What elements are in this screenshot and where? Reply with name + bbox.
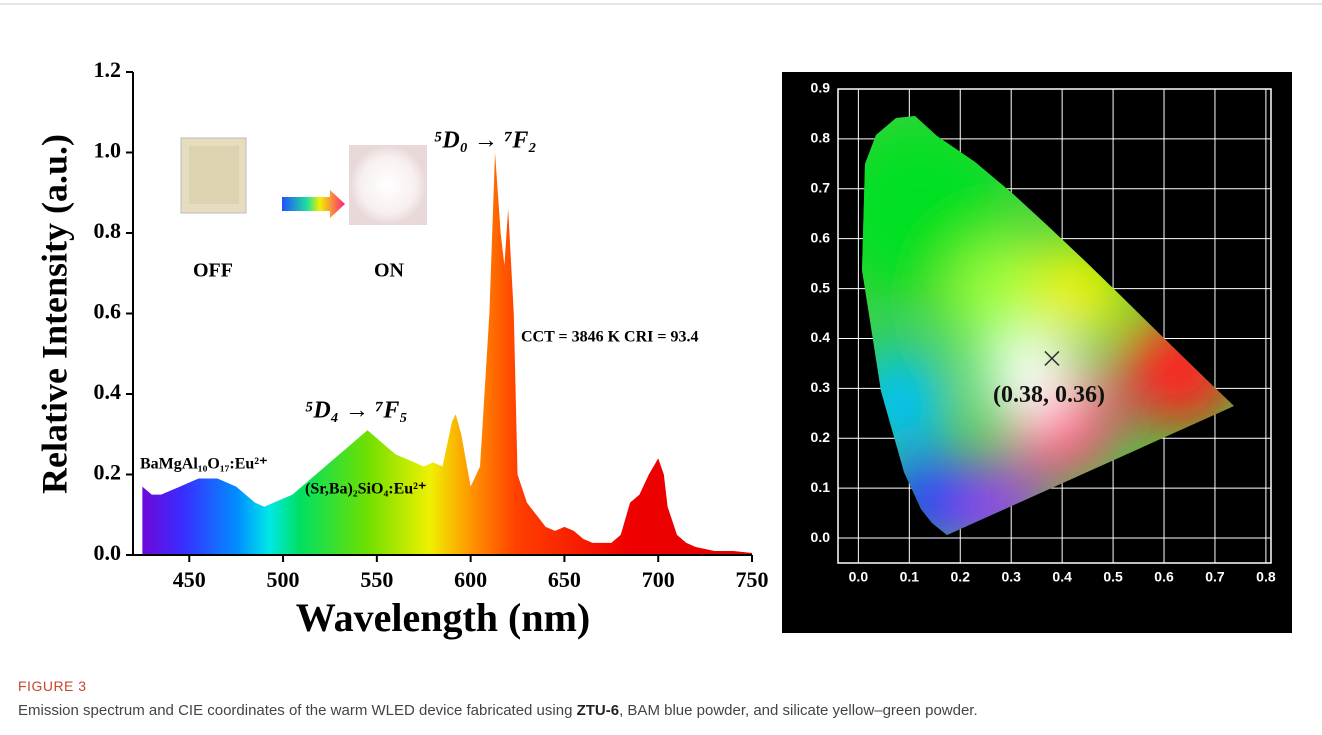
x-tick-label: 750 bbox=[736, 567, 769, 592]
y-tick-label: 0.5 bbox=[811, 279, 831, 295]
y-tick-label: 0.0 bbox=[94, 540, 122, 565]
y-tick-label: 0.6 bbox=[811, 229, 831, 245]
device-on-image bbox=[349, 145, 427, 225]
y-tick-label: 0.8 bbox=[94, 218, 122, 243]
annotation: BaMgAl₁₀O₁₇:Eu²⁺ bbox=[140, 456, 268, 473]
y-axis-label: Relative Intensity (a.u.) bbox=[34, 134, 74, 494]
y-tick-label: 0.8 bbox=[811, 130, 831, 146]
x-tick-label: 0.3 bbox=[1001, 569, 1021, 585]
point bbox=[1044, 350, 1060, 366]
annotation: (Sr,Ba)₂SiO₄:Eu²⁺ bbox=[305, 481, 426, 498]
x-tick-label: 0.0 bbox=[849, 569, 869, 585]
x-tick-label: 450 bbox=[173, 567, 206, 592]
figure: 0.0 0.2 0.4 0.6 0.8 1.0 1.2 450 500 550 600 650 700 7… bbox=[0, 3, 1322, 640]
x-tick-label: 0.7 bbox=[1205, 569, 1225, 585]
annotation: ⁵D₄ → ⁷F₅ bbox=[305, 398, 408, 424]
point-label: (0.38, 0.36) bbox=[993, 382, 1105, 408]
y-tick-label: 0.9 bbox=[811, 80, 831, 96]
caption-text: Emission spectrum and CIE coordinates of… bbox=[18, 702, 978, 719]
plot-border bbox=[837, 88, 1272, 564]
x-tick-label: 0.4 bbox=[1052, 569, 1072, 585]
annotation: OFF bbox=[193, 260, 233, 282]
x-tick-label: 0.2 bbox=[951, 569, 971, 585]
x-tick-label: 0.6 bbox=[1154, 569, 1174, 585]
annotation: ⁵D₀ → ⁷F₂ bbox=[434, 128, 537, 154]
caption-text-part: Emission spectrum and CIE coordinates of… bbox=[18, 702, 577, 719]
y-tick-label: 0.4 bbox=[811, 329, 831, 345]
cie-chart: 0.0 0.1 0.2 0.3 0.4 0.5 0.6 0.7 0.8 0.9 0.0 0.1 0.2 0… bbox=[782, 72, 1292, 633]
y-tick-label: 1.2 bbox=[94, 57, 122, 82]
caption-text-part: , BAM blue powder, and silicate yellow–g… bbox=[619, 702, 978, 719]
caption-label: FIGURE 3 bbox=[18, 678, 87, 694]
x-tick-label: 700 bbox=[642, 567, 675, 592]
y-tick-label: 1.0 bbox=[94, 138, 122, 163]
y-tick-label: 0.1 bbox=[811, 479, 831, 495]
y-tick-label: 0.3 bbox=[811, 379, 831, 395]
x-tick-label: 600 bbox=[454, 567, 487, 592]
device-off-inner bbox=[189, 146, 239, 204]
y-tick-label: 0.7 bbox=[811, 179, 831, 195]
annotation: CCT = 3846 K CRI = 93.4 bbox=[521, 329, 699, 346]
y-tick-label: 0.2 bbox=[811, 429, 831, 445]
x-tick-label: 0.8 bbox=[1256, 569, 1276, 585]
x-tick-label: 0.5 bbox=[1103, 569, 1123, 585]
x-tick-label: 0.1 bbox=[900, 569, 920, 585]
x-tick-label: 550 bbox=[360, 567, 393, 592]
y-tick-label: 0.2 bbox=[94, 460, 122, 485]
y-tick-label: 0.6 bbox=[94, 299, 122, 324]
spectrum-chart: 0.0 0.2 0.4 0.6 0.8 1.0 1.2 450 500 550 600 650 700 7… bbox=[34, 57, 768, 640]
x-tick-label: 500 bbox=[267, 567, 300, 592]
x-tick-label: 650 bbox=[548, 567, 581, 592]
x-axis-label: Wavelength (nm) bbox=[296, 595, 590, 640]
caption-bold: ZTU-6 bbox=[576, 702, 620, 719]
area-marks: 0.0 0.2 0.4 0.6 0.8 1.0 1.2 450 500 550 600 650 700 7… bbox=[94, 57, 769, 592]
arrow bbox=[282, 190, 345, 218]
spectrum-area bbox=[142, 152, 752, 555]
y-tick-label: 0.0 bbox=[811, 529, 831, 545]
y-tick-label: 0.4 bbox=[94, 379, 122, 404]
annotation: ON bbox=[374, 260, 405, 282]
